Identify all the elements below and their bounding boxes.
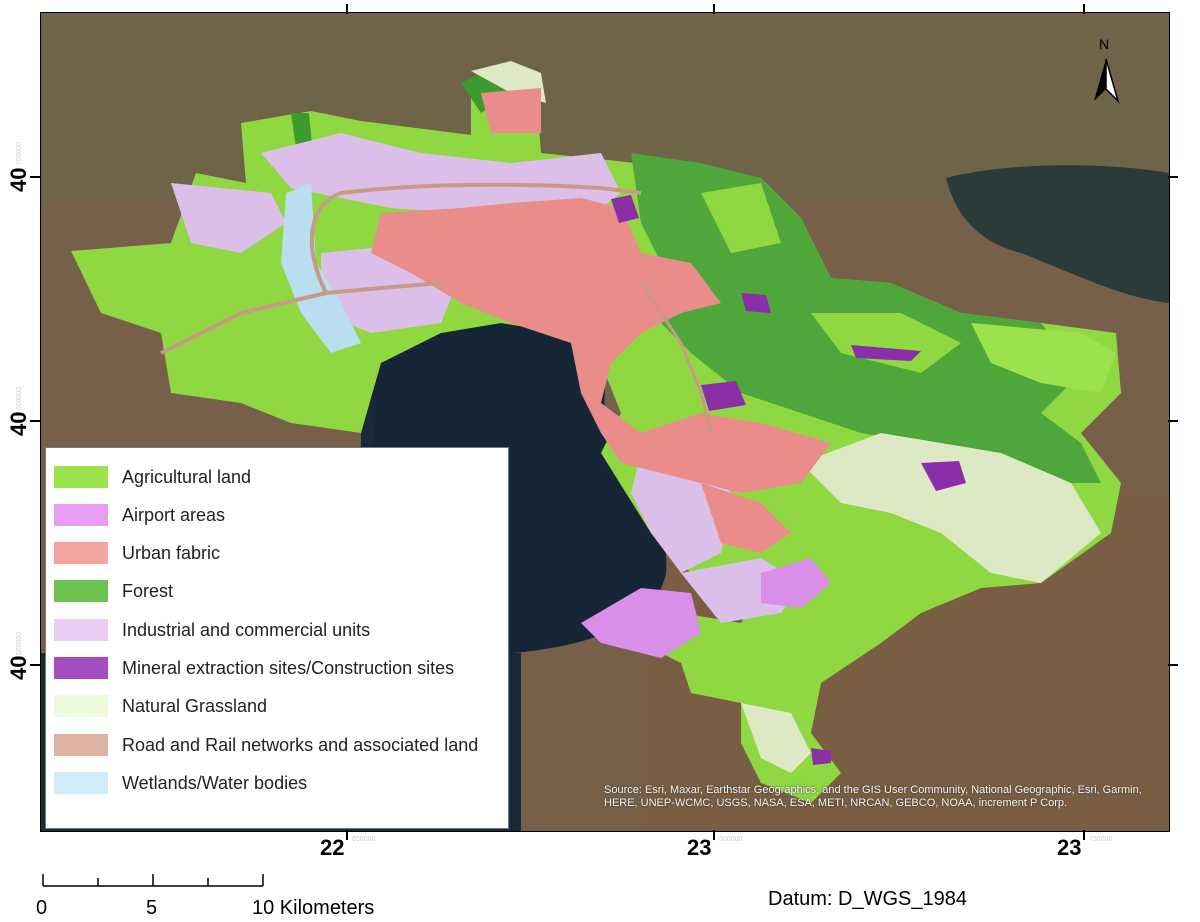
- legend-item: Forest: [54, 578, 173, 604]
- mineral-4: [851, 345, 921, 361]
- bottom-tick-1: [346, 830, 348, 840]
- mineral-5: [921, 461, 966, 491]
- top-tick-1: [346, 4, 348, 14]
- left-small-coord-1: 700000: [16, 141, 24, 166]
- scale-label-0: 0: [36, 897, 48, 919]
- left-small-coord-3: 500000: [16, 631, 24, 656]
- legend-swatch-agricultural: [54, 466, 108, 488]
- legend-swatch-airport: [54, 504, 108, 526]
- map-attribution: Source: Esri, Maxar, Earthstar Geographi…: [604, 784, 1142, 809]
- left-axis-label-1: 40: [6, 167, 31, 192]
- legend-label: Mineral extraction sites/Construction si…: [122, 657, 455, 678]
- legend-item: Airport areas: [54, 502, 225, 528]
- urban-north: [481, 88, 541, 133]
- urban-south: [701, 483, 791, 553]
- agri-patch-2: [971, 323, 1116, 393]
- agri-patch-3: [701, 183, 781, 253]
- legend-label: Urban fabric: [122, 542, 221, 563]
- agri-patch-1: [811, 313, 961, 373]
- north-arrow: N: [1086, 35, 1126, 107]
- top-tick-3: [1083, 4, 1085, 14]
- north-arrow-right: [1105, 58, 1120, 104]
- legend-label: Natural Grassland: [122, 695, 268, 716]
- left-tick-2: [30, 420, 40, 422]
- mineral-6: [811, 748, 831, 765]
- urban-center: [371, 198, 831, 493]
- north-label: N: [1099, 36, 1109, 52]
- bottom-tick-3: [1083, 830, 1085, 840]
- lake: [946, 165, 1169, 303]
- airport-east: [761, 558, 831, 608]
- right-tick-3: [1168, 664, 1178, 666]
- legend: Agricultural land Airport areas Urban fa…: [45, 447, 509, 829]
- left-axis-label-2: 40: [6, 411, 31, 436]
- legend-label: Forest: [122, 580, 174, 601]
- study-area-agricultural: [71, 61, 1121, 803]
- bottom-axis-label-2: 23: [687, 835, 712, 860]
- bottom-tick-2: [713, 830, 715, 840]
- left-tick-3: [30, 664, 40, 666]
- scale-label-5: 5: [146, 897, 158, 919]
- airport: [581, 588, 701, 658]
- top-tick-2: [713, 4, 715, 14]
- bottom-axis-label-3: 23: [1057, 835, 1082, 860]
- left-small-coord-2: 600000: [16, 386, 24, 411]
- north-arrow-left: [1094, 59, 1106, 101]
- scale-label-10: 10 Kilometers: [252, 897, 375, 919]
- road-north: [309, 182, 642, 294]
- legend-label: Agricultural land: [122, 466, 252, 487]
- legend-swatch-road-rail: [54, 734, 108, 756]
- industrial-north: [261, 133, 621, 223]
- legend-swatch-forest: [54, 580, 108, 602]
- legend-item: Mineral extraction sites/Construction si…: [54, 655, 454, 681]
- left-tick-1: [30, 176, 40, 178]
- legend-item: Urban fabric: [54, 540, 220, 566]
- bottom-small-coord-2: 600000: [719, 836, 743, 843]
- legend-swatch-urban: [54, 542, 108, 564]
- legend-label: Industrial and commercial units: [122, 619, 371, 640]
- right-tick-1: [1168, 176, 1178, 178]
- scale-bar: [42, 868, 272, 888]
- wetlands-west: [281, 183, 361, 353]
- grassland-south: [741, 703, 811, 773]
- right-tick-2: [1168, 420, 1178, 422]
- legend-swatch-wetlands: [54, 772, 108, 794]
- legend-item: Natural Grassland: [54, 693, 267, 719]
- legend-swatch-mineral: [54, 657, 108, 679]
- mineral-2: [741, 293, 771, 313]
- legend-item: Wetlands/Water bodies: [54, 770, 307, 796]
- bottom-axis-label-1: 22: [320, 835, 345, 860]
- left-axis-label-3: 40: [6, 655, 31, 680]
- mineral-1: [611, 195, 639, 223]
- legend-label: Road and Rail networks and associated la…: [122, 734, 479, 755]
- road-east: [639, 282, 713, 434]
- bottom-small-coord-3: 750000: [1089, 836, 1113, 843]
- bottom-small-coord-1: 650000: [352, 836, 376, 843]
- legend-label: Airport areas: [122, 504, 226, 525]
- legend-swatch-industrial: [54, 619, 108, 641]
- legend-item: Industrial and commercial units: [54, 617, 370, 643]
- mineral-3: [701, 381, 746, 411]
- datum-label: Datum: D_WGS_1984: [768, 888, 967, 910]
- grassland-east: [801, 433, 1101, 583]
- legend-item: Agricultural land: [54, 464, 251, 490]
- industrial-west: [171, 183, 286, 253]
- legend-item: Road and Rail networks and associated la…: [54, 732, 478, 758]
- legend-swatch-grassland: [54, 695, 108, 717]
- legend-label: Wetlands/Water bodies: [122, 772, 308, 793]
